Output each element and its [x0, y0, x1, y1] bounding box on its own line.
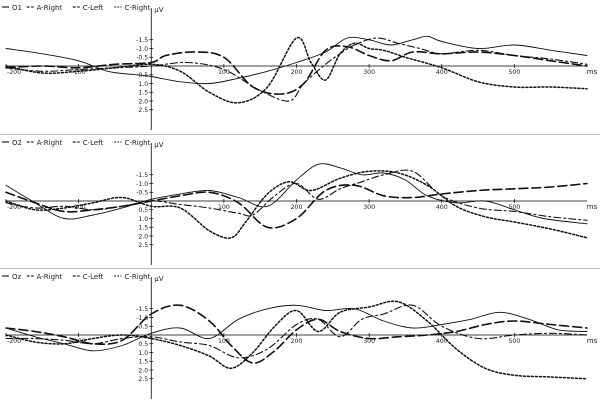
x-tick-label: -200 — [7, 338, 21, 345]
series-line-c-left — [5, 304, 588, 359]
legend-label: C-Right — [125, 273, 151, 281]
y-unit-label: µV — [154, 275, 163, 283]
x-tick-label: 400 — [436, 338, 448, 345]
y-tick-label: -1.0 — [136, 181, 148, 188]
series-line-o1 — [5, 35, 588, 85]
series-line-c-right — [5, 170, 588, 239]
x-tick-label: 500 — [508, 204, 520, 211]
y-tick-label: 1.5 — [138, 90, 148, 97]
x-tick-label: 400 — [436, 69, 448, 76]
y-tick-label: -1.5 — [136, 306, 148, 313]
series-line-c-right — [5, 36, 588, 104]
y-tick-label: 2.0 — [138, 367, 148, 374]
series-line-c-left — [5, 37, 588, 102]
y-tick-label: -0.5 — [136, 190, 148, 197]
x-tick-label: 400 — [436, 204, 448, 211]
x-tick-label: -100 — [72, 204, 86, 211]
x-tick-label: 500 — [508, 69, 520, 76]
x-tick-label: 100 — [218, 204, 230, 211]
y-tick-label: 1.0 — [138, 81, 148, 88]
series-line-a-right — [5, 304, 588, 364]
x-tick-label: 300 — [363, 338, 375, 345]
legend-label: C-Left — [83, 273, 104, 281]
chart-oz: Oz A-Right C-Left C-Right µV -1.5 -1.0 -0.5 0.5 1… — [2, 273, 598, 399]
y-unit-label: µV — [154, 6, 163, 14]
panel-o1: O1 A-Right C-Left C-Right µV -1.5 -1.0 -0.5 0.5 1… — [0, 0, 600, 134]
x-tick-label: 100 — [218, 69, 230, 76]
series-line-oz — [5, 304, 588, 352]
series-line-c-left — [5, 169, 588, 221]
y-tick-label: 2.5 — [138, 107, 148, 114]
x-tick-label: 200 — [291, 204, 303, 211]
panel-o2: O2 A-Right C-Left C-Right µV -1.5 -1.0 -0.5 0.5 1… — [0, 134, 600, 268]
y-tick-label: 1.0 — [138, 350, 148, 357]
y-tick-label: -0.5 — [136, 55, 148, 62]
y-tick-label: 2.5 — [138, 242, 148, 249]
y-tick-label: 2.5 — [138, 376, 148, 383]
y-tick-label: -1.5 — [136, 37, 148, 44]
legend-label: C-Right — [125, 4, 151, 12]
x-tick-label: 200 — [291, 69, 303, 76]
legend: O2 A-Right C-Left C-Right — [2, 139, 151, 147]
panel-oz: Oz A-Right C-Left C-Right µV -1.5 -1.0 -0.5 0.5 1… — [0, 268, 600, 402]
y-unit-label: µV — [154, 141, 163, 149]
y-tick-label: 1.5 — [138, 225, 148, 232]
legend: Oz A-Right C-Left C-Right — [2, 273, 151, 281]
y-tick-label: -0.5 — [136, 324, 148, 331]
y-tick-label: 0.5 — [138, 341, 148, 348]
legend-label: Oz — [12, 273, 22, 281]
x-tick-label: -200 — [7, 204, 21, 211]
legend-label: O1 — [12, 4, 22, 12]
x-unit-label: ms — [587, 203, 598, 211]
series-line-c-right — [5, 300, 588, 380]
y-tick-label: 2.0 — [138, 98, 148, 105]
x-unit-label: ms — [587, 337, 598, 345]
legend-label: A-Right — [37, 273, 63, 281]
legend-label: A-Right — [37, 4, 63, 12]
y-tick-label: -1.5 — [136, 172, 148, 179]
y-tick-label: 1.0 — [138, 216, 148, 223]
x-tick-label: 300 — [363, 69, 375, 76]
x-tick-label: 500 — [508, 338, 520, 345]
legend-label: O2 — [12, 139, 22, 147]
y-tick-label: 1.5 — [138, 359, 148, 366]
x-tick-label: 200 — [291, 338, 303, 345]
x-tick-label: -200 — [7, 69, 21, 76]
chart-o2: O2 A-Right C-Left C-Right µV -1.5 -1.0 -0.5 0.5 1… — [2, 139, 598, 265]
y-tick-label: -1.0 — [136, 315, 148, 322]
x-tick-label: -100 — [72, 69, 86, 76]
legend-label: C-Right — [125, 139, 151, 147]
legend: O1 A-Right C-Left C-Right — [2, 4, 151, 12]
x-unit-label: ms — [587, 68, 598, 76]
y-tick-label: -1.0 — [136, 46, 148, 53]
legend-label: C-Left — [83, 139, 104, 147]
y-tick-label: 0.5 — [138, 207, 148, 214]
chart-o1: O1 A-Right C-Left C-Right µV-1.5-1.0-0.50.51… — [2, 4, 598, 130]
y-tick-label: 2.0 — [138, 233, 148, 240]
x-tick-label: 100 — [218, 338, 230, 345]
legend-label: A-Right — [37, 139, 63, 147]
x-tick-label: 300 — [363, 204, 375, 211]
series-line-o2 — [5, 163, 588, 225]
legend-label: C-Left — [83, 4, 104, 12]
